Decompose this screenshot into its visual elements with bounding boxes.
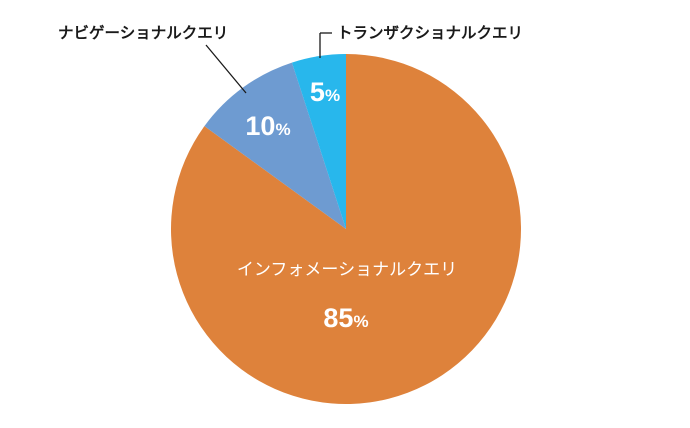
slice-value-transactional: 5% bbox=[310, 77, 340, 107]
pie-slices bbox=[170, 54, 521, 404]
percent-sign: % bbox=[275, 120, 290, 139]
slice-label-transactional: トランザクショナルクエリ bbox=[337, 24, 523, 42]
slice-label-informational: インフォメーショナルクエリ bbox=[237, 260, 457, 280]
percent-sign: % bbox=[353, 312, 368, 331]
percent-sign: % bbox=[325, 86, 340, 105]
slice-navigational bbox=[204, 62, 346, 229]
slice-label-navigational: ナビゲーショナルクエリ bbox=[58, 23, 228, 42]
slice-informational bbox=[170, 54, 521, 404]
slice-value-navigational: 10% bbox=[245, 111, 290, 141]
slice-transactional bbox=[291, 54, 346, 229]
leader-line-navigational bbox=[205, 44, 247, 94]
slice-value-navigational-number: 10 bbox=[245, 111, 275, 141]
slice-value-informational-number: 85 bbox=[323, 303, 353, 333]
slice-value-informational: 85% bbox=[323, 303, 368, 333]
slice-value-transactional-number: 5 bbox=[310, 77, 325, 107]
